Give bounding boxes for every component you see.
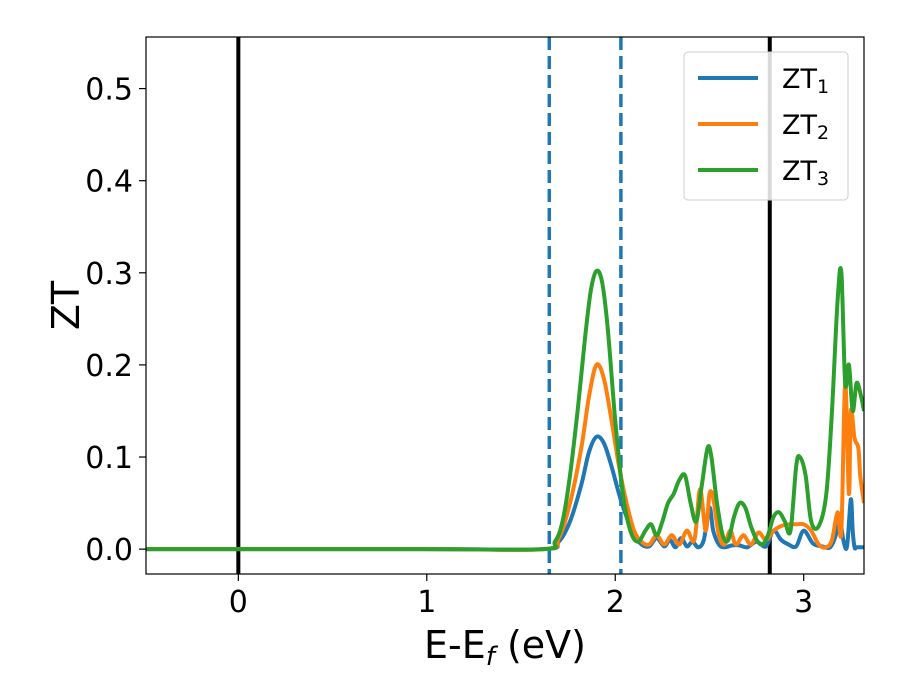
y-tick-label: 0.0: [85, 533, 133, 568]
x-tick-label: 1: [417, 585, 436, 620]
x-tick-label: 2: [606, 585, 625, 620]
legend: ZT1 ZT2 ZT3: [683, 51, 849, 201]
y-tick-label: 0.5: [85, 73, 133, 108]
plot-frame: [145, 36, 865, 575]
y-axis-label: ZT: [44, 280, 88, 330]
y-tick-label: 0.2: [85, 349, 133, 384]
y-tick-label: 0.3: [85, 257, 133, 292]
legend-box: [683, 51, 849, 201]
y-tick-label: 0.4: [85, 165, 133, 200]
y-tick-label: 0.1: [85, 441, 133, 476]
x-axis-label-unit: (eV): [495, 623, 586, 667]
legend-label-zt1: ZT1: [782, 64, 829, 98]
series-line-zt3: [146, 266, 864, 552]
x-tick-label: 3: [794, 585, 813, 620]
legend-label-zt2: ZT2: [782, 110, 829, 144]
x-axis-label: E-Ef (eV): [424, 623, 586, 672]
x-axis-label-main: E-E: [424, 623, 486, 667]
legend-label-zt3: ZT3: [782, 156, 829, 190]
x-tick-label: 0: [229, 585, 248, 620]
series-line-zt2: [146, 362, 864, 552]
